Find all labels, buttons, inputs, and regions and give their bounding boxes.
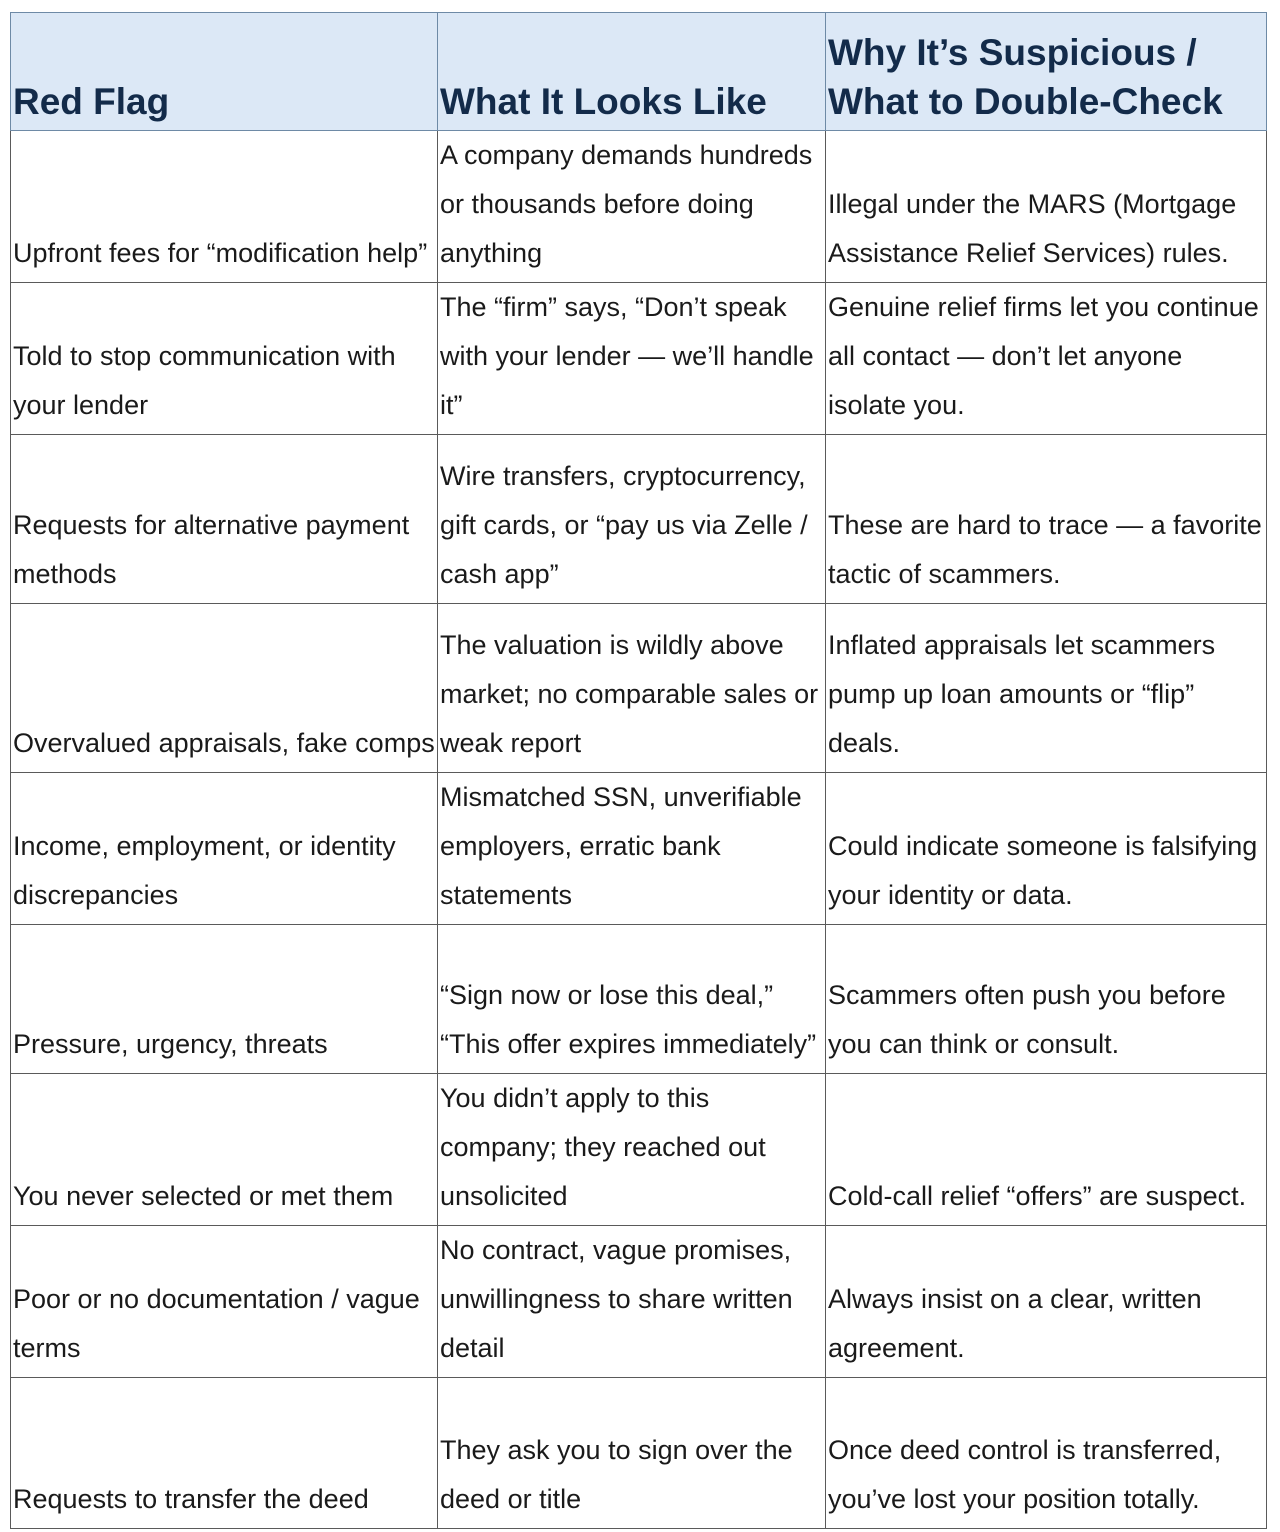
why-suspicious-cell: Once deed control is transferred, you’ve…	[825, 1377, 1267, 1529]
looks-like-cell: You didn’t apply to this company; they r…	[437, 1073, 826, 1226]
why-suspicious-cell: Cold-call relief “offers” are suspect.	[825, 1073, 1267, 1226]
red-flag-cell: Income, employment, or identity discrepa…	[10, 772, 438, 925]
header-why-suspicious: Why It’s Suspicious / What to Double-Che…	[825, 12, 1267, 131]
table-row: Income, employment, or identity discrepa…	[10, 772, 1267, 925]
table-row: Overvalued appraisals, fake comps The val…	[10, 603, 1267, 773]
red-flag-cell: Upfront fees for “modification help”	[10, 130, 438, 283]
looks-like-cell: A company demands hundreds or thousands …	[437, 130, 826, 283]
why-suspicious-cell: These are hard to trace — a favorite tac…	[825, 434, 1267, 604]
red-flags-table: Red Flag What It Looks Like Why It’s Sus…	[10, 12, 1267, 1529]
header-red-flag: Red Flag	[10, 12, 438, 131]
red-flag-cell: Overvalued appraisals, fake comps	[10, 603, 438, 773]
looks-like-cell: They ask you to sign over the deed or ti…	[437, 1377, 826, 1529]
table-row: You never selected or met them You didn’t…	[10, 1073, 1267, 1226]
red-flag-cell: Poor or no documentation / vague terms	[10, 1225, 438, 1378]
why-suspicious-cell: Genuine relief firms let you continue al…	[825, 282, 1267, 435]
red-flag-cell: Requests for alternative payment methods	[10, 434, 438, 604]
why-suspicious-cell: Always insist on a clear, written agreem…	[825, 1225, 1267, 1378]
header-what-it-looks-like: What It Looks Like	[437, 12, 826, 131]
red-flag-cell: Told to stop communication with your len…	[10, 282, 438, 435]
why-suspicious-cell: Illegal under the MARS (Mortgage Assista…	[825, 130, 1267, 283]
table-row: Poor or no documentation / vague terms No…	[10, 1225, 1267, 1378]
red-flag-cell: Requests to transfer the deed	[10, 1377, 438, 1529]
red-flag-cell: Pressure, urgency, threats	[10, 924, 438, 1074]
looks-like-cell: No contract, vague promises, unwillingne…	[437, 1225, 826, 1378]
why-suspicious-cell: Inflated appraisals let scammers pump up…	[825, 603, 1267, 773]
looks-like-cell: “Sign now or lose this deal,” “This offe…	[437, 924, 826, 1074]
red-flag-cell: You never selected or met them	[10, 1073, 438, 1226]
table-row: Requests to transfer the deed They ask yo…	[10, 1377, 1267, 1529]
table-row: Told to stop communication with your len…	[10, 282, 1267, 435]
looks-like-cell: Mismatched SSN, unverifiable employers, …	[437, 772, 826, 925]
looks-like-cell: Wire transfers, cryptocurrency, gift car…	[437, 434, 826, 604]
table-row: Pressure, urgency, threats “Sign now or l…	[10, 924, 1267, 1074]
looks-like-cell: The valuation is wildly above market; no…	[437, 603, 826, 773]
header-row: Red Flag What It Looks Like Why It’s Sus…	[10, 12, 1267, 131]
table-row: Requests for alternative payment methods…	[10, 434, 1267, 604]
looks-like-cell: The “firm” says, “Don’t speak with your …	[437, 282, 826, 435]
why-suspicious-cell: Scammers often push you before you can t…	[825, 924, 1267, 1074]
table-row: Upfront fees for “modification help” A co…	[10, 130, 1267, 283]
why-suspicious-cell: Could indicate someone is falsifying you…	[825, 772, 1267, 925]
